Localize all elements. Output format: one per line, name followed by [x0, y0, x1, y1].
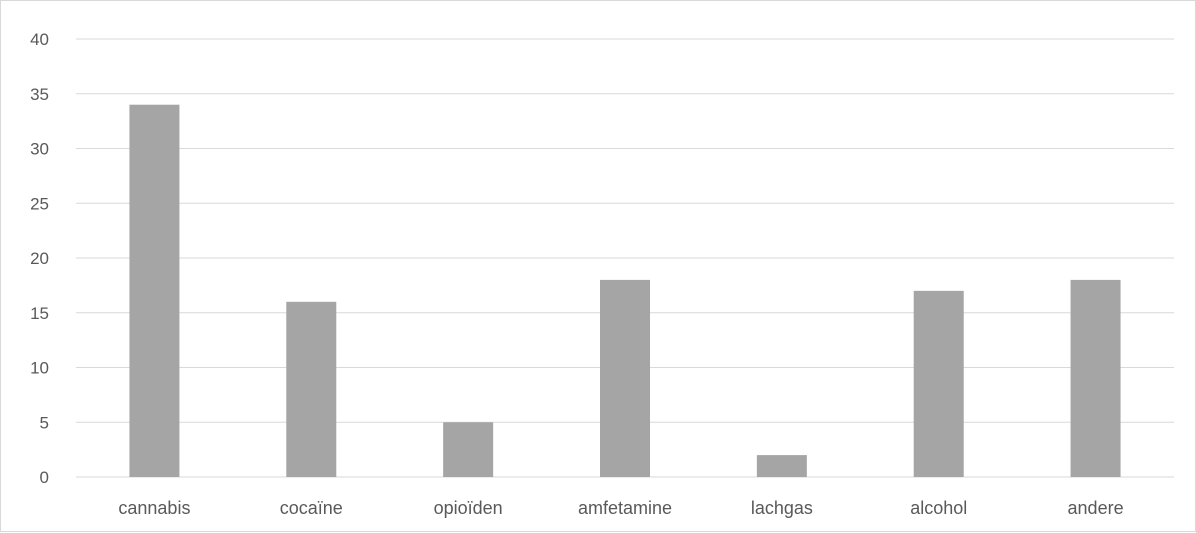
- y-tick-label: 15: [30, 304, 49, 323]
- y-tick-label: 10: [30, 359, 49, 378]
- bar-lachgas: [756, 455, 807, 477]
- gridlines: [76, 38, 1174, 478]
- x-axis-category-labels: cannabis cocaïne opioïden amfetamine lachgas…: [118, 498, 1123, 518]
- bar-cannabis: [129, 104, 180, 477]
- bar-cocaïne: [286, 301, 337, 477]
- x-category-label: lachgas: [751, 498, 813, 518]
- bar-andere: [1070, 279, 1121, 477]
- bar-opioïden: [443, 422, 494, 477]
- x-category-label: andere: [1068, 498, 1124, 518]
- x-category-label: cocaïne: [280, 498, 343, 518]
- x-category-label: alcohol: [910, 498, 967, 518]
- x-category-label: cannabis: [118, 498, 190, 518]
- bar-alcohol: [913, 290, 964, 477]
- y-tick-label: 20: [30, 249, 49, 268]
- x-category-label: opioïden: [434, 498, 503, 518]
- x-category-label: amfetamine: [578, 498, 672, 518]
- y-axis-tick-labels: 0 5 10 15 20 25 30 35 40: [30, 30, 49, 487]
- y-tick-label: 35: [30, 85, 49, 104]
- bars: [129, 104, 1121, 477]
- y-tick-label: 0: [40, 468, 49, 487]
- y-tick-label: 40: [30, 30, 49, 49]
- bar-amfetamine: [600, 279, 650, 477]
- y-tick-label: 30: [30, 140, 49, 159]
- y-tick-label: 25: [30, 194, 49, 213]
- y-tick-label: 5: [40, 413, 49, 432]
